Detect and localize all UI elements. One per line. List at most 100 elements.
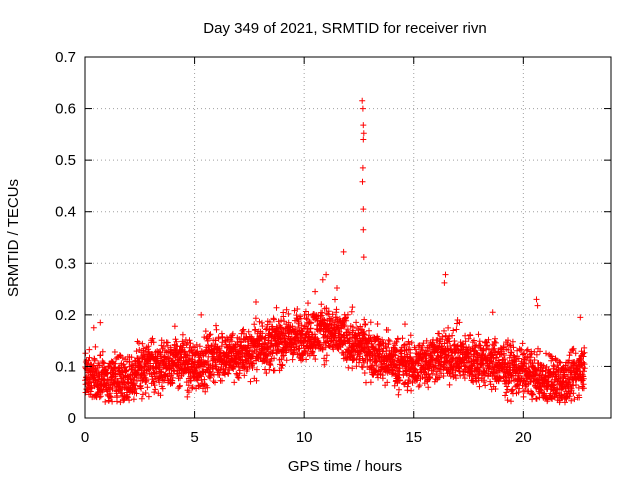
data-point [149, 335, 156, 342]
data-point [203, 349, 210, 356]
data-point [241, 372, 248, 379]
data-point [349, 304, 356, 311]
data-point [139, 391, 146, 398]
data-point [206, 332, 213, 339]
data-point [520, 393, 527, 400]
data-point [442, 271, 449, 278]
data-point [303, 356, 310, 363]
data-point [120, 378, 127, 385]
data-point [150, 339, 157, 346]
data-point [263, 351, 270, 358]
x-axis-label: GPS time / hours [288, 458, 402, 475]
data-point [362, 321, 369, 327]
data-point [99, 348, 106, 355]
data-point [97, 319, 104, 326]
data-point [321, 361, 328, 368]
data-point [143, 377, 150, 384]
data-point [245, 328, 252, 335]
data-point [125, 394, 131, 401]
data-point [534, 302, 541, 309]
data-point [235, 375, 242, 381]
data-point [262, 341, 269, 348]
y-tick-label: 0.3 [55, 255, 76, 272]
data-point [225, 370, 232, 377]
data-point [171, 323, 178, 330]
data-point [476, 338, 483, 345]
data-point [359, 178, 366, 185]
data-point [135, 340, 142, 346]
data-point [475, 331, 482, 338]
data-point [259, 330, 266, 337]
data-point [235, 364, 242, 371]
data-point [285, 319, 292, 326]
data-point [133, 390, 140, 397]
x-axis-tick-labels: 0 5 10 15 20 [81, 429, 532, 446]
data-point [323, 357, 330, 364]
data-point [131, 382, 138, 389]
data-point [142, 390, 149, 396]
data-point [253, 377, 260, 384]
data-point [360, 254, 367, 261]
data-series [82, 97, 588, 406]
data-point [340, 248, 347, 255]
data-point [92, 377, 99, 384]
data-point [145, 393, 152, 400]
data-point [273, 304, 280, 311]
data-point [476, 383, 483, 390]
data-point [100, 359, 107, 366]
data-point [453, 326, 460, 333]
data-point [323, 305, 330, 312]
data-point [152, 386, 159, 393]
data-point [303, 315, 310, 322]
data-point [229, 330, 236, 337]
data-point [138, 395, 145, 402]
data-point [297, 315, 304, 322]
data-point [172, 336, 179, 343]
data-point [96, 362, 103, 369]
x-tick-label: 15 [405, 429, 422, 446]
data-point [374, 321, 381, 327]
data-point [259, 323, 266, 330]
data-point [533, 395, 540, 402]
data-point [107, 393, 114, 400]
data-point [193, 341, 200, 348]
data-point [577, 314, 584, 321]
data-point [360, 122, 367, 129]
data-point [108, 394, 115, 401]
data-point [144, 384, 151, 391]
data-point [140, 345, 147, 352]
data-point [176, 383, 183, 390]
data-point [231, 379, 238, 386]
data-point [262, 334, 269, 341]
data-point [294, 306, 301, 312]
data-point [446, 381, 453, 388]
data-point [210, 378, 217, 385]
data-point [130, 396, 137, 403]
data-point [196, 343, 203, 350]
data-point [157, 349, 164, 356]
data-point [189, 384, 196, 391]
data-point [241, 330, 247, 337]
data-point [217, 347, 224, 354]
data-point [325, 342, 332, 349]
data-point [283, 357, 290, 364]
data-point [217, 366, 224, 373]
data-point [298, 322, 305, 329]
data-point [92, 343, 99, 350]
data-point [467, 332, 474, 339]
data-point [202, 388, 209, 395]
data-point [361, 370, 368, 376]
data-point [126, 397, 133, 404]
data-point [202, 328, 209, 335]
data-point [151, 382, 158, 389]
data-point [283, 347, 290, 354]
y-tick-label: 0.1 [55, 358, 76, 375]
data-point [323, 271, 330, 278]
data-point [164, 339, 171, 346]
data-point [399, 335, 406, 342]
data-point [361, 316, 368, 323]
y-tick-label: 0.6 [55, 101, 76, 118]
data-point [307, 320, 314, 327]
data-point [169, 380, 176, 387]
